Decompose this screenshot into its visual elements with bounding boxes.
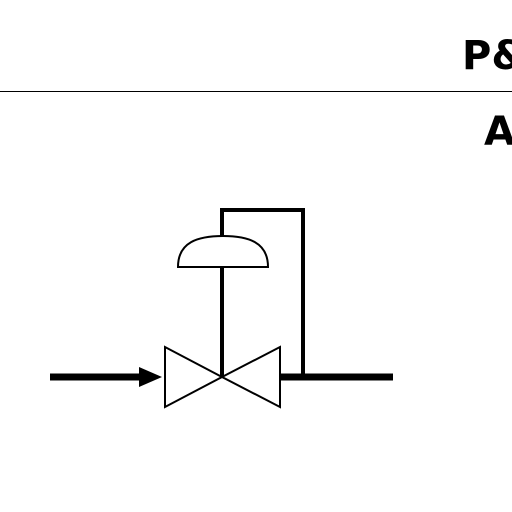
impulse-line [220, 208, 305, 377]
valve-body-right-icon [219, 345, 281, 409]
header-divider [0, 91, 512, 92]
page-title: P& [462, 33, 512, 79]
flow-arrow-icon [139, 367, 162, 387]
section-title: A [484, 109, 512, 155]
diaphragm-actuator-icon [176, 234, 270, 268]
valve-body-left-icon [164, 345, 225, 409]
